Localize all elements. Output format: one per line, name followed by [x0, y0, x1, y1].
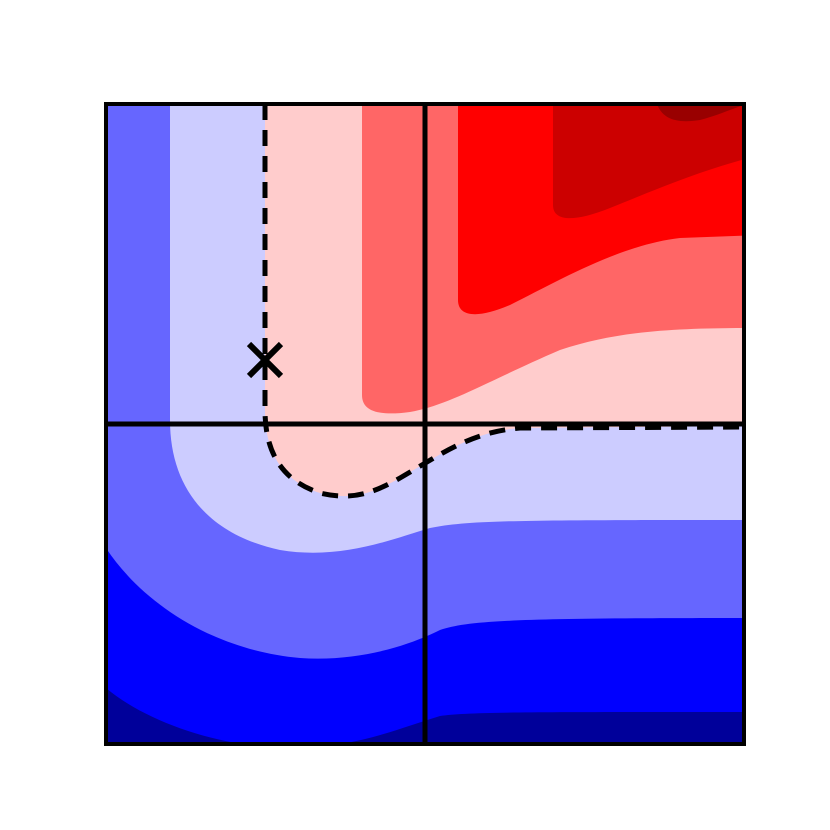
contour-level: [657, 104, 744, 122]
overlay: [104, 102, 746, 746]
contour-level: [553, 104, 744, 219]
x-marker: [246, 341, 284, 379]
plot-frame: [104, 102, 746, 746]
dashed-contour: [262, 104, 745, 499]
